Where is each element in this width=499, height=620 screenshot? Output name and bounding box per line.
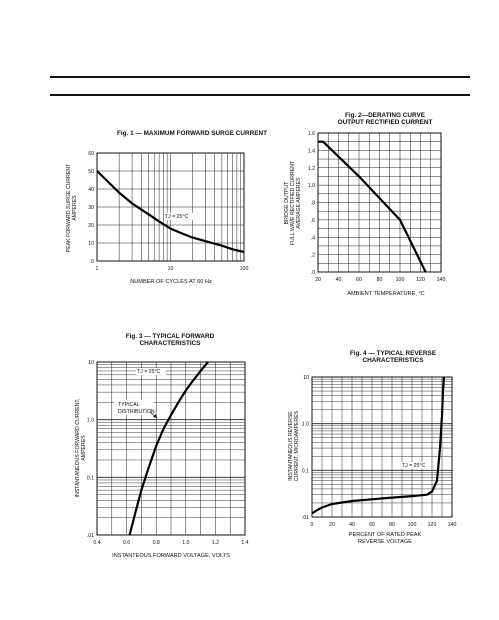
fig2-ylabel-line3: AVERAGE AMPERES	[295, 177, 302, 229]
fig3-curve	[128, 361, 209, 536]
fig4-annotation: TJ = 25°C	[402, 463, 426, 469]
fig3-ytick: 10	[88, 360, 94, 366]
fig3-ytick: 1.0	[87, 418, 94, 424]
fig4-xtick: 140	[448, 522, 457, 528]
top-rule-2	[50, 94, 470, 96]
fig4-xtick: 100	[408, 522, 417, 528]
fig3-annotation-tj: TJ = 25°C	[137, 369, 161, 375]
fig2-ytick: .6	[311, 218, 315, 224]
fig3-xtick: 0.8	[153, 540, 160, 546]
fig4-xtick: 120	[428, 522, 437, 528]
fig3-ytick: 0.1	[87, 475, 94, 481]
fig2-ylabel: BRIDGE OUTPUT FULL WAVE RECTIFIED CURREN…	[276, 133, 312, 273]
fig2-curve	[318, 140, 427, 273]
fig4-curve	[311, 376, 446, 515]
fig4-grid	[311, 377, 453, 518]
fig3-annotation-tj-bg	[136, 368, 166, 375]
fig1-ytick: 60	[88, 151, 94, 157]
fig3-xtick: 1.2	[212, 540, 219, 546]
fig2-xtick: 120	[416, 277, 425, 283]
fig2-xtick: 40	[336, 277, 342, 283]
fig3-xtick: 0.4	[93, 540, 100, 546]
fig3-ytick: .01	[87, 533, 94, 539]
fig1-xlabel: NUMBER OF CYCLES AT 60 Hz	[130, 279, 212, 285]
fig3-annotation-typical-bg	[114, 400, 154, 415]
fig3-title: Fig. 3 — TYPICAL FORWARD CHARACTERISTICS	[95, 333, 245, 348]
fig3-annotation-typical-2: DISTRIBUTION	[118, 409, 155, 415]
fig3-ylabel: INSTANTANEOUS FORWARD CURRENT, AMPERES	[68, 360, 96, 535]
fig4-xtick: 0	[311, 522, 314, 528]
fig4-ytick: .01	[302, 515, 309, 521]
fig3-xlabel: INSTANTEOUS FORWARD VOLTAGE, VOLTS	[112, 553, 230, 559]
fig3-xtick: 1.0	[182, 540, 189, 546]
fig1-ytick: 0	[91, 259, 94, 265]
fig2-ytick: .4	[311, 235, 315, 241]
fig1-ytick: 40	[88, 187, 94, 193]
fig4-ytick: 10	[303, 375, 309, 381]
fig4-xtick: 80	[389, 522, 395, 528]
fig3-annotation-arrowhead	[153, 414, 157, 418]
fig3-frame	[96, 361, 246, 536]
fig1-xtick: 100	[240, 266, 249, 272]
fig1-xtick: 10	[168, 266, 174, 272]
fig2-title-text: Fig. 2—DERATING CURVE OUTPUT RECTIFIED C…	[337, 112, 433, 127]
fig2-ytick: 1.2	[308, 166, 315, 172]
fig1-curve	[96, 170, 245, 254]
fig3-xtick: 1.4	[241, 540, 248, 546]
fig4-xtick: 20	[329, 522, 335, 528]
fig4-xlabel: PERCENT OF RATED PEAK REVERSE VOLTAGE	[348, 532, 422, 545]
fig2-ytick: .2	[311, 253, 315, 259]
fig2-ytick: 1.0	[308, 183, 315, 189]
fig2-frame	[317, 132, 442, 273]
fig1-ytick: 20	[88, 223, 94, 229]
fig4-title: Fig. 4 — TYPICAL REVERSE CHARACTERISTICS	[318, 350, 468, 365]
top-rule-1	[50, 76, 470, 78]
fig1-ytick: 10	[88, 241, 94, 247]
fig2-title: Fig. 2—DERATING CURVE OUTPUT RECTIFIED C…	[310, 112, 460, 127]
fig3-ylabel-line2: AMPERES	[81, 434, 87, 461]
fig3-xtick: 0.6	[123, 540, 130, 546]
fig2-ytick: 1.6	[308, 131, 315, 137]
fig2-xtick: 100	[396, 277, 405, 283]
fig4-ytick: 0.1	[302, 468, 309, 474]
fig1-frame	[96, 152, 245, 262]
fig2-ytick: 1.4	[308, 148, 315, 154]
fig1-ytick: 30	[88, 205, 94, 211]
fig4-ylabel-line2: CURRENT, MICROAMPERES	[294, 410, 300, 482]
fig1-title: Fig. 1 — MAXIMUM FORWARD SURGE CURRENT	[116, 130, 268, 137]
fig1-xtick: 1	[96, 266, 99, 272]
fig4-xtick: 60	[369, 522, 375, 528]
fig2-xtick: 80	[377, 277, 383, 283]
fig3-grid	[96, 362, 246, 536]
fig2-xlabel: AMBIENT TEMPERATURE, °C	[347, 291, 425, 297]
fig3-title-text: Fig. 3 — TYPICAL FORWARD CHARACTERISTICS	[125, 333, 215, 348]
fig1-annotation: TJ = 25°C	[165, 214, 189, 220]
fig4-xtick: 40	[349, 522, 355, 528]
fig4-title-text: Fig. 4 — TYPICAL REVERSE CHARACTERISTICS	[349, 350, 437, 365]
fig4-ylabel: INSTANTANEOUS REVERSE CURRENT, MICROAMPE…	[280, 375, 310, 517]
fig4-ytick: 1.0	[302, 422, 309, 428]
fig4-frame	[311, 376, 453, 518]
fig2-xtick: 20	[315, 277, 321, 283]
fig2-xtick: 140	[437, 277, 446, 283]
fig2-ytick: .8	[311, 201, 315, 207]
fig1-ytick: 50	[88, 169, 94, 175]
fig2-ytick: .0	[311, 270, 315, 276]
fig2-xtick: 60	[356, 277, 362, 283]
fig1-annotation-bg	[164, 213, 194, 220]
fig3-annotation-typical-1: TYPICAL	[118, 402, 140, 408]
fig4-annotation-bg	[401, 462, 431, 469]
